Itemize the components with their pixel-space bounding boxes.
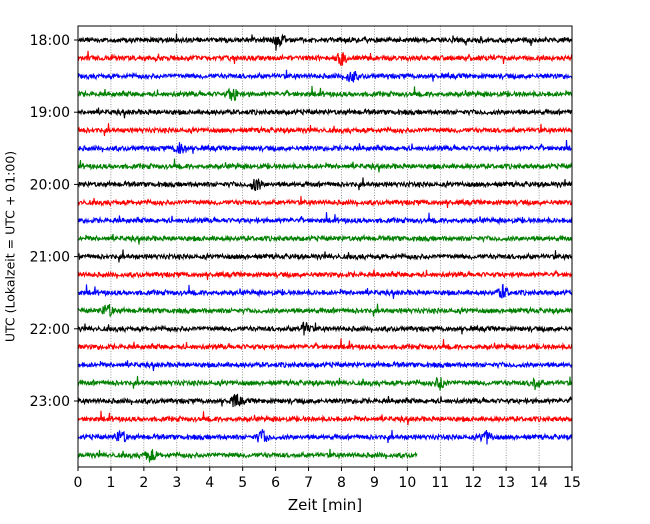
seismogram-trace bbox=[77, 212, 573, 226]
x-tick-label: 0 bbox=[74, 475, 83, 491]
y-tick-label: 20:00 bbox=[30, 177, 70, 193]
y-axis-title: UTC (Lokalzeit = UTC + 01:00) bbox=[3, 151, 18, 342]
x-tick-label: 4 bbox=[205, 475, 214, 491]
x-tick-label: 15 bbox=[563, 475, 581, 491]
seismogram-trace bbox=[77, 375, 573, 391]
x-tick-label: 6 bbox=[271, 475, 280, 491]
seismogram-trace bbox=[77, 429, 573, 445]
x-axis-ticks: 0 1 2 3 4 5 6 7 8 9 10 11 12 13 14 15 bbox=[74, 467, 581, 491]
seismogram-trace bbox=[77, 448, 418, 463]
seismogram-trace bbox=[77, 269, 573, 281]
seismogram-trace bbox=[77, 50, 573, 66]
x-tick-label: 2 bbox=[139, 475, 148, 491]
x-axis-title: Zeit [min] bbox=[288, 496, 362, 514]
seismogram-trace bbox=[77, 85, 573, 102]
seismogram-trace bbox=[77, 123, 573, 137]
seismogram-trace bbox=[77, 303, 573, 317]
seismogram-trace bbox=[77, 158, 573, 173]
plot-frame bbox=[77, 25, 573, 468]
seismogram-traces bbox=[77, 33, 573, 463]
x-tick-label: 7 bbox=[304, 475, 313, 491]
x-tick-label: 3 bbox=[172, 475, 181, 491]
x-tick-label: 10 bbox=[398, 475, 416, 491]
seismogram-trace bbox=[77, 196, 573, 208]
x-tick-label: 1 bbox=[106, 475, 115, 491]
grid-lines bbox=[110, 26, 540, 467]
y-tick-label: 18:00 bbox=[30, 33, 70, 49]
seismogram-trace bbox=[77, 69, 573, 83]
seismogram-trace bbox=[77, 139, 573, 154]
seismogram-trace bbox=[77, 249, 573, 263]
seismogram-trace bbox=[77, 410, 573, 426]
y-tick-label: 22:00 bbox=[30, 322, 70, 338]
y-tick-label: 23:00 bbox=[30, 394, 70, 410]
seismogram-trace bbox=[77, 177, 573, 192]
y-tick-label: 21:00 bbox=[30, 250, 70, 266]
seismogram-trace bbox=[77, 321, 573, 336]
x-tick-label: 8 bbox=[337, 475, 346, 491]
x-tick-label: 13 bbox=[497, 475, 515, 491]
seismogram-trace bbox=[77, 338, 573, 351]
y-tick-label: 19:00 bbox=[30, 105, 70, 121]
seismogram-trace bbox=[77, 360, 573, 372]
x-tick-label: 12 bbox=[464, 475, 482, 491]
x-tick-label: 11 bbox=[431, 475, 449, 491]
x-tick-label: 9 bbox=[370, 475, 379, 491]
seismogram-trace bbox=[77, 107, 573, 119]
seismogram-trace bbox=[77, 283, 573, 299]
seismogram-trace bbox=[77, 33, 573, 51]
x-tick-label: 14 bbox=[530, 475, 548, 491]
seismogram-trace bbox=[77, 233, 573, 245]
y-axis-ticks: 18:00 19:00 20:00 21:00 22:00 23:00 bbox=[30, 33, 78, 410]
seismogram-trace bbox=[77, 393, 573, 408]
x-tick-label: 5 bbox=[238, 475, 247, 491]
